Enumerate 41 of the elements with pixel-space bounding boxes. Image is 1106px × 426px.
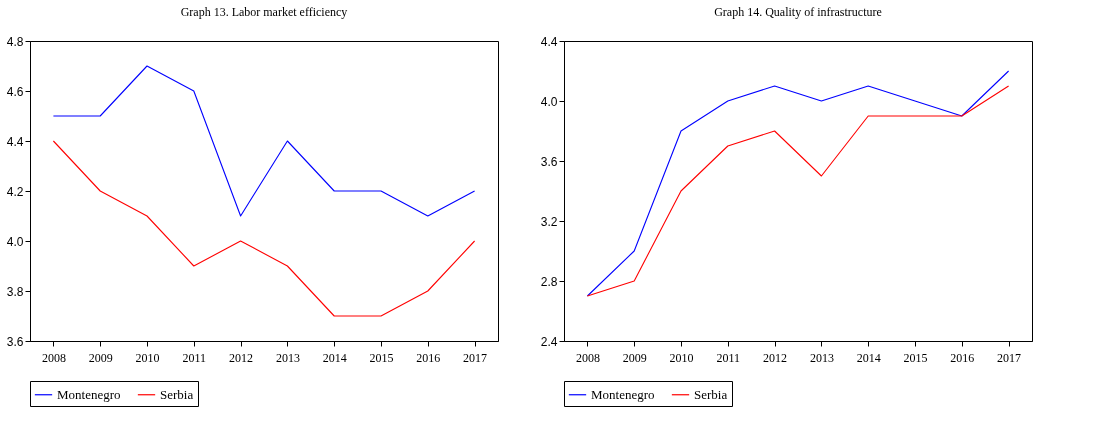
- y-tick-label: 4.6: [6, 84, 24, 99]
- x-tick-label: 2009: [622, 350, 647, 365]
- legend-label: Serbia: [694, 386, 728, 402]
- x-tick-label: 2012: [763, 350, 788, 365]
- x-tick-label: 2016: [416, 350, 441, 365]
- x-tick-label: 2015: [903, 350, 928, 365]
- x-tick-label: 2013: [275, 350, 300, 365]
- y-tick-label: 4.4: [540, 34, 558, 49]
- line-series: [52, 65, 476, 217]
- x-tick-label: 2013: [809, 350, 834, 365]
- y-tick-label: 2.4: [540, 334, 558, 349]
- x-tick-label: 2010: [669, 350, 694, 365]
- y-tick-label: 4.0: [6, 234, 24, 249]
- x-tick-label: 2017: [997, 350, 1022, 365]
- y-tick-label: 4.2: [6, 184, 24, 199]
- legend-label: Montenegro: [591, 386, 655, 402]
- y-tick-label: 4.4: [6, 134, 24, 149]
- x-tick-label: 2014: [856, 350, 881, 365]
- x-tick-label: 2008: [41, 350, 66, 365]
- x-tick-label: 2016: [950, 350, 975, 365]
- line-series: [52, 140, 476, 317]
- y-tick-label: 3.6: [6, 334, 24, 349]
- y-tick-label: 4.0: [540, 94, 558, 109]
- y-tick-label: 2.8: [540, 274, 558, 289]
- y-tick-label: 3.6: [540, 154, 558, 169]
- x-tick-label: 2011: [716, 350, 741, 365]
- chart-title: Graph 13. Labor market efficiency: [180, 5, 348, 19]
- y-tick-label: 3.8: [6, 284, 24, 299]
- x-tick-label: 2017: [463, 350, 488, 365]
- x-tick-label: 2011: [182, 350, 207, 365]
- legend-label: Montenegro: [57, 386, 121, 402]
- legend-label: Serbia: [160, 386, 194, 402]
- y-tick-label: 3.2: [540, 214, 558, 229]
- x-tick-label: 2010: [135, 350, 160, 365]
- x-tick-label: 2014: [322, 350, 347, 365]
- x-tick-label: 2009: [88, 350, 113, 365]
- x-tick-label: 2008: [575, 350, 600, 365]
- chart-title: Graph 14. Quality of infrastructure: [714, 5, 882, 19]
- y-tick-label: 4.8: [6, 34, 24, 49]
- x-tick-label: 2012: [229, 350, 254, 365]
- x-tick-label: 2015: [369, 350, 394, 365]
